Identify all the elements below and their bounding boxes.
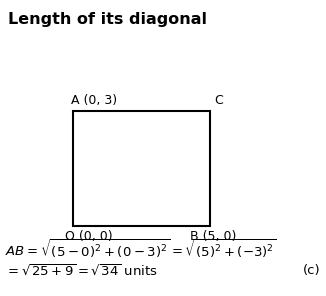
Text: $AB = \sqrt{(5-0)^2+(0-3)^2} = \sqrt{(5)^2+(-3)^2}$: $AB = \sqrt{(5-0)^2+(0-3)^2} = \sqrt{(5)… xyxy=(5,238,277,260)
Text: A (0, 3): A (0, 3) xyxy=(71,94,117,107)
Text: C: C xyxy=(214,94,223,107)
Text: Length of its diagonal: Length of its diagonal xyxy=(8,12,207,27)
Text: B (5, 0): B (5, 0) xyxy=(190,230,236,243)
Text: $= \sqrt{25+9} = \sqrt{34}$ units: $= \sqrt{25+9} = \sqrt{34}$ units xyxy=(5,264,157,279)
Text: (c): (c) xyxy=(303,264,320,277)
Text: O (0, 0): O (0, 0) xyxy=(65,230,112,243)
Bar xyxy=(73,111,210,226)
